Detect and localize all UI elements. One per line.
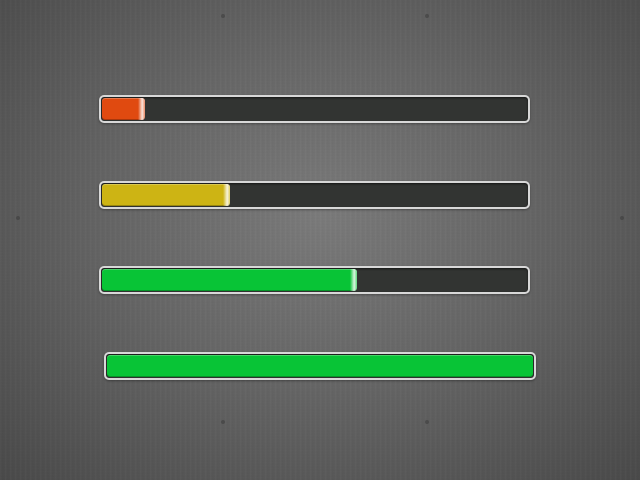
background-dot <box>425 14 429 18</box>
background-dot <box>221 14 225 18</box>
progress-fill <box>102 98 145 120</box>
fill-highlight <box>350 269 357 291</box>
progress-bar <box>99 266 530 294</box>
progress-bar <box>99 95 530 123</box>
fill-highlight <box>222 184 230 206</box>
background-dot <box>425 420 429 424</box>
background-dot <box>16 216 20 220</box>
background-dot <box>221 420 225 424</box>
progress-fill <box>107 355 533 377</box>
fill-highlight <box>137 98 145 120</box>
progress-bar <box>104 352 536 380</box>
progress-bar <box>99 181 530 209</box>
background-dot <box>620 216 624 220</box>
progress-fill <box>102 269 357 291</box>
progress-fill <box>102 184 230 206</box>
